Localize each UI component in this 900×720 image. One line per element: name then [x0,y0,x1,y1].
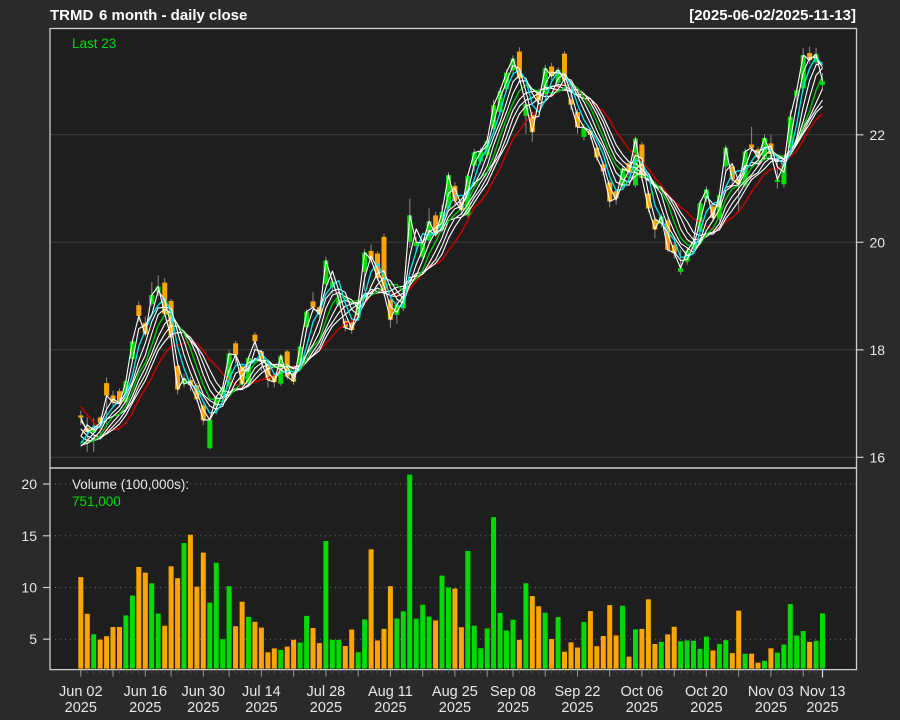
svg-text:[2025-06-02/2025-11-13]: [2025-06-02/2025-11-13] [689,7,856,24]
svg-text:Jul 14: Jul 14 [242,684,281,700]
svg-text:2025: 2025 [245,700,277,716]
svg-text:2025: 2025 [755,700,787,716]
svg-text:2025: 2025 [310,700,342,716]
svg-text:Nov 13: Nov 13 [800,684,846,700]
svg-text:Jun 16: Jun 16 [124,684,168,700]
svg-text:2025: 2025 [690,700,722,716]
svg-text:Sep 22: Sep 22 [555,684,601,700]
svg-text:2025: 2025 [626,700,658,716]
svg-text:2025: 2025 [561,700,593,716]
svg-text:Jul 28: Jul 28 [307,684,346,700]
svg-text:16: 16 [870,449,886,465]
svg-text:751,000: 751,000 [72,494,121,509]
svg-text:Jun 30: Jun 30 [182,684,226,700]
svg-text:6 month - daily close: 6 month - daily close [99,7,247,24]
svg-text:18: 18 [870,342,886,358]
svg-text:22: 22 [870,127,886,143]
svg-text:2025: 2025 [806,700,838,716]
svg-text:Aug 11: Aug 11 [368,684,413,700]
svg-text:2025: 2025 [187,700,219,716]
svg-text:2025: 2025 [439,700,471,716]
svg-text:2025: 2025 [65,700,97,716]
svg-text:2025: 2025 [129,700,161,716]
svg-text:20: 20 [21,476,37,492]
svg-text:Oct 06: Oct 06 [621,684,664,700]
svg-text:10: 10 [21,580,37,596]
svg-text:20: 20 [870,234,886,250]
svg-text:Jun 02: Jun 02 [59,684,103,700]
svg-text:Last 23: Last 23 [72,36,116,51]
svg-text:Oct 20: Oct 20 [685,684,728,700]
svg-text:2025: 2025 [497,700,529,716]
svg-text:Volume (100,000s):: Volume (100,000s): [72,477,189,492]
svg-text:2025: 2025 [374,700,406,716]
svg-text:TRMD: TRMD [50,7,93,24]
svg-text:Sep 08: Sep 08 [490,684,536,700]
svg-text:Aug 25: Aug 25 [432,684,478,700]
svg-text:15: 15 [21,528,37,544]
svg-text:5: 5 [29,631,37,647]
svg-text:Nov 03: Nov 03 [748,684,794,700]
